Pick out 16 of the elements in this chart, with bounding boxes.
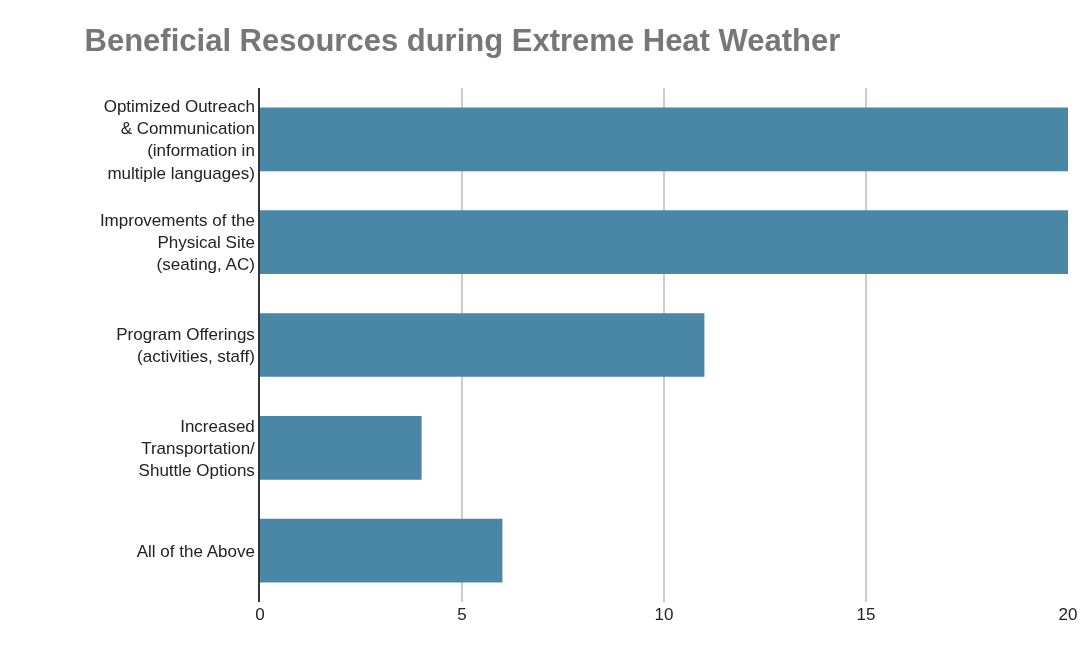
x-tick-label: 20 [1058, 605, 1078, 624]
y-tick-label: Optimized Outreach & Communication (information in multiple languages) [103, 97, 255, 183]
x-tick-label: 15 [856, 605, 876, 624]
chart-title: Beneficial Resources during Extreme Heat Weather [84, 22, 841, 58]
y-tick-label: Program Offerings (activities, staff) [116, 324, 255, 366]
x-tick-label: 5 [457, 605, 467, 624]
bar [260, 107, 1068, 172]
x-tick-label: 10 [654, 605, 674, 624]
bar [260, 518, 503, 583]
y-tick-label: Increased Transportation/ Shuttle Options [138, 416, 256, 480]
y-tick-label: All of the Above [136, 541, 255, 561]
bar [260, 210, 1068, 275]
x-tick-label: 0 [255, 605, 265, 624]
y-tick-label: Improvements of the Physical Site (seating, AC) [99, 211, 255, 275]
bar [260, 415, 422, 480]
bar [260, 313, 705, 377]
